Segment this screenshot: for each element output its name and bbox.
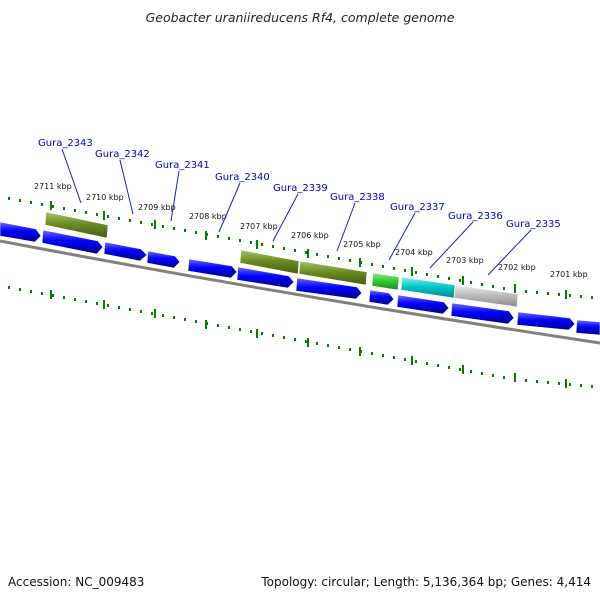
cds-arrow[interactable] [295, 277, 363, 300]
cds-arrow[interactable] [575, 319, 600, 336]
kbp-label: 2710 kbp [86, 193, 124, 202]
gene-label-gura-2340[interactable]: Gura_2340 [215, 172, 270, 183]
feature-olive-gura-2338[interactable] [298, 260, 368, 286]
kbp-label: 2702 kbp [498, 263, 536, 272]
kbp-label: 2705 kbp [343, 240, 381, 249]
gene-callout-lines [61, 148, 532, 276]
outer-tick-row [8, 197, 593, 299]
gene-label-gura-2343[interactable]: Gura_2343 [38, 138, 93, 149]
kbp-label: 2709 kbp [138, 203, 176, 212]
cds-arrow[interactable] [368, 289, 395, 306]
accession-text: Accession: NC_009483 [8, 575, 144, 589]
map-title: Geobacter uraniireducens Rf4, complete g… [146, 10, 455, 25]
feature-green-gura-2337[interactable] [371, 272, 400, 291]
gene-label-gura-2341[interactable]: Gura_2341 [155, 160, 210, 171]
cds-arrow[interactable] [0, 221, 42, 243]
gene-labels: Gura_2343 Gura_2342 Gura_2341 Gura_2340 … [38, 138, 561, 230]
cds-arrow[interactable] [236, 266, 295, 289]
gene-label-gura-2337[interactable]: Gura_2337 [390, 202, 445, 213]
gene-label-gura-2338[interactable]: Gura_2338 [330, 192, 385, 203]
genome-summary-text: Topology: circular; Length: 5,136,364 bp… [260, 575, 591, 589]
cds-arrow[interactable] [450, 302, 515, 325]
cds-arrow[interactable] [187, 258, 238, 279]
feature-gray-gura-2335[interactable] [453, 284, 519, 308]
kbp-labels: 2711 kbp 2710 kbp 2709 kbp 2708 kbp 2707… [34, 182, 588, 279]
genome-backbone [0, 239, 600, 345]
feature-track-upper [44, 211, 519, 308]
kbp-label: 2708 kbp [189, 212, 227, 221]
feature-cyan-gura-2336[interactable] [400, 276, 456, 299]
kbp-label: 2704 kbp [395, 248, 433, 257]
kbp-label: 2701 kbp [550, 270, 588, 279]
kbp-label: 2707 kbp [240, 222, 278, 231]
gene-label-gura-2336[interactable]: Gura_2336 [448, 211, 503, 222]
cds-arrow[interactable] [146, 250, 181, 269]
cds-arrow[interactable] [103, 241, 148, 262]
gene-label-gura-2335[interactable]: Gura_2335 [506, 219, 561, 230]
feature-olive-gura-2343[interactable] [44, 211, 109, 239]
kbp-label: 2703 kbp [446, 256, 484, 265]
kbp-label: 2711 kbp [34, 182, 72, 191]
cds-arrow[interactable] [41, 229, 104, 255]
kbp-label: 2706 kbp [291, 231, 329, 240]
gene-label-gura-2342[interactable]: Gura_2342 [95, 149, 150, 160]
gene-label-gura-2339[interactable]: Gura_2339 [273, 183, 328, 194]
cds-arrow[interactable] [516, 311, 576, 331]
feature-olive-gura-2339[interactable] [239, 249, 300, 275]
cds-arrow[interactable] [396, 294, 450, 315]
cds-track-forward [0, 221, 600, 336]
inner-tick-row [8, 286, 593, 388]
